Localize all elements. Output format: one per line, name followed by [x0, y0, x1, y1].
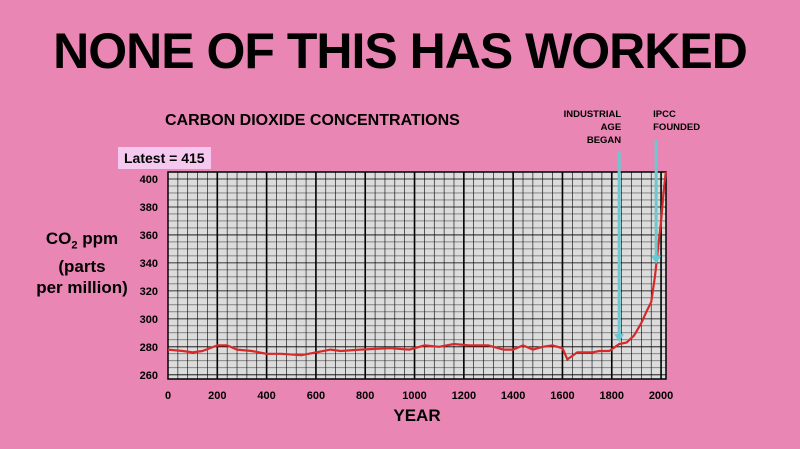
y-axis-label-line1: CO2 ppm: [28, 228, 136, 256]
x-tick-label: 1200: [452, 390, 476, 402]
x-tick-label: 1400: [501, 390, 525, 402]
y-axis-label-co: CO: [45, 229, 72, 248]
chart-title: CARBON DIOXIDE CONCENTRATIONS: [165, 112, 460, 129]
annotation-label: AGE: [601, 122, 622, 133]
y-tick-label: 280: [140, 342, 158, 354]
x-tick-label: 800: [356, 390, 374, 402]
y-tick-label: 260: [140, 370, 158, 382]
y-tick-label: 320: [140, 286, 158, 298]
x-tick-label: 1000: [402, 390, 426, 402]
annotation-arrow-head: [614, 334, 625, 343]
y-axis-label-unit: ppm: [77, 229, 119, 248]
y-axis-label-line3: per million): [36, 278, 128, 298]
x-axis-label: YEAR: [393, 406, 440, 425]
co2-series-line: [167, 171, 667, 361]
x-tick-label: 1600: [550, 390, 574, 402]
y-tick-label: 400: [140, 174, 158, 186]
x-tick-label: 0: [165, 390, 171, 402]
x-tick-label: 2000: [649, 390, 673, 402]
y-tick-label: 340: [140, 258, 158, 270]
y-axis-label-subscript: 2: [71, 239, 78, 252]
x-tick-label: 600: [307, 390, 325, 402]
annotation-label: BEGAN: [587, 135, 621, 146]
x-tick-label: 400: [257, 390, 275, 402]
headline: NONE OF THIS HAS WORKED: [53, 23, 748, 79]
annotation-label: INDUSTRIAL: [564, 109, 622, 120]
y-axis-label: CO2 ppm (parts per million): [28, 228, 136, 298]
plot-area: [167, 171, 667, 380]
x-tick-label: 1800: [600, 390, 624, 402]
y-axis-label-line2: (parts: [58, 257, 106, 277]
y-tick-label: 360: [140, 230, 158, 242]
annotation-arrow-head: [651, 255, 662, 264]
annotation-label: IPCC: [653, 109, 676, 120]
x-tick-label: 200: [208, 390, 226, 402]
y-tick-label: 380: [140, 202, 158, 214]
y-tick-label: 300: [140, 314, 158, 326]
latest-value-badge: Latest = 415: [118, 147, 211, 169]
annotation-label: FOUNDED: [653, 122, 700, 133]
